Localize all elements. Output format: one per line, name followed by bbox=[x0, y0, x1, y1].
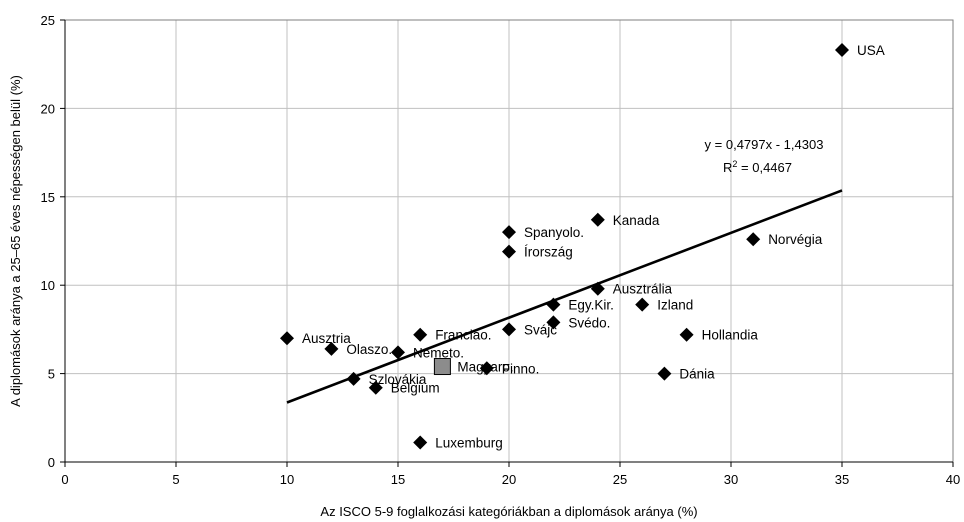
data-point-diamond bbox=[413, 435, 428, 450]
x-axis-title: Az ISCO 5-9 foglalkozási kategóriákban a… bbox=[320, 504, 697, 519]
data-point-diamond bbox=[502, 244, 516, 259]
y-tick-labels: 0 5 10 15 20 25 bbox=[41, 13, 55, 470]
data-point-diamond bbox=[835, 43, 849, 58]
trendline-equation: y = 0,4797x - 1,4303 bbox=[705, 137, 824, 152]
x-tick-label: 20 bbox=[502, 472, 516, 487]
point-label: Franciao. bbox=[435, 328, 491, 343]
x-tick-label: 30 bbox=[724, 472, 738, 487]
point-label: Svédo. bbox=[568, 315, 610, 330]
data-point-square bbox=[433, 358, 451, 376]
data-point-diamond bbox=[346, 371, 361, 386]
point-label: Szlovákia bbox=[369, 372, 427, 387]
data-point-diamond bbox=[391, 345, 405, 360]
data-point-diamond bbox=[479, 361, 494, 376]
point-label: Magyaro. bbox=[457, 360, 513, 375]
point-label: USA bbox=[857, 43, 885, 58]
point-label: Luxemburg bbox=[435, 436, 503, 451]
data-point-diamond bbox=[657, 366, 672, 381]
x-tick-label: 5 bbox=[172, 472, 179, 487]
trendline-r2: R2 = 0,4467 bbox=[723, 159, 792, 175]
gridlines bbox=[65, 20, 953, 462]
x-tick-label: 40 bbox=[946, 472, 960, 487]
y-tick-label: 20 bbox=[41, 101, 55, 116]
r2-value: = 0,4467 bbox=[737, 160, 792, 175]
data-point-diamond bbox=[502, 322, 516, 337]
data-point-diamond bbox=[746, 232, 761, 247]
axes bbox=[60, 19, 954, 467]
point-label: Írország bbox=[524, 245, 573, 260]
data-point-diamond bbox=[546, 297, 561, 312]
data-point-diamond bbox=[546, 315, 561, 330]
point-label: Németo. bbox=[413, 345, 464, 360]
y-tick-label: 10 bbox=[41, 278, 55, 293]
point-label: Kanada bbox=[613, 213, 660, 228]
point-label: Norvégia bbox=[768, 232, 823, 247]
x-tick-label: 15 bbox=[391, 472, 405, 487]
data-point-diamond bbox=[280, 331, 294, 346]
x-tick-label: 0 bbox=[61, 472, 68, 487]
x-tick-label: 35 bbox=[835, 472, 849, 487]
point-label: Ausztria bbox=[302, 331, 351, 346]
x-tick-label: 10 bbox=[280, 472, 294, 487]
data-points bbox=[280, 43, 849, 450]
y-tick-label: 15 bbox=[41, 190, 55, 205]
data-point-diamond bbox=[590, 212, 605, 227]
point-label: Spanyolo. bbox=[524, 225, 584, 240]
data-point-diamond bbox=[413, 327, 428, 342]
y-axis-title: A diplomások aránya a 25–65 éves népessé… bbox=[8, 75, 23, 407]
y-tick-label: 5 bbox=[48, 367, 55, 382]
point-label: Izland bbox=[657, 298, 693, 313]
x-tick-labels: 0 5 10 15 20 25 30 35 40 bbox=[61, 472, 960, 487]
point-label: Hollandia bbox=[702, 328, 759, 343]
data-point-diamond bbox=[368, 380, 383, 395]
point-label: Svájc bbox=[524, 322, 557, 337]
data-point-diamond bbox=[324, 341, 339, 356]
point-label: Egy.Kir. bbox=[568, 298, 614, 313]
point-label: Dánia bbox=[679, 367, 715, 382]
data-point-diamond bbox=[635, 297, 650, 312]
point-labels: USA Kanada Spanyolo. Norvégia Írország Ausztr… bbox=[302, 43, 885, 450]
x-tick-label: 25 bbox=[613, 472, 627, 487]
data-point-diamond bbox=[502, 225, 516, 240]
data-point-diamond bbox=[679, 327, 694, 342]
data-point-diamond bbox=[590, 281, 605, 296]
point-label: Olaszo. bbox=[346, 342, 392, 357]
y-tick-label: 25 bbox=[41, 13, 55, 28]
point-label: Finno. bbox=[502, 361, 540, 376]
trendline bbox=[286, 189, 843, 404]
point-label: Belgium bbox=[391, 381, 440, 396]
r2-prefix: R bbox=[723, 160, 732, 175]
y-tick-label: 0 bbox=[48, 455, 55, 470]
point-label: Ausztrália bbox=[613, 282, 673, 297]
